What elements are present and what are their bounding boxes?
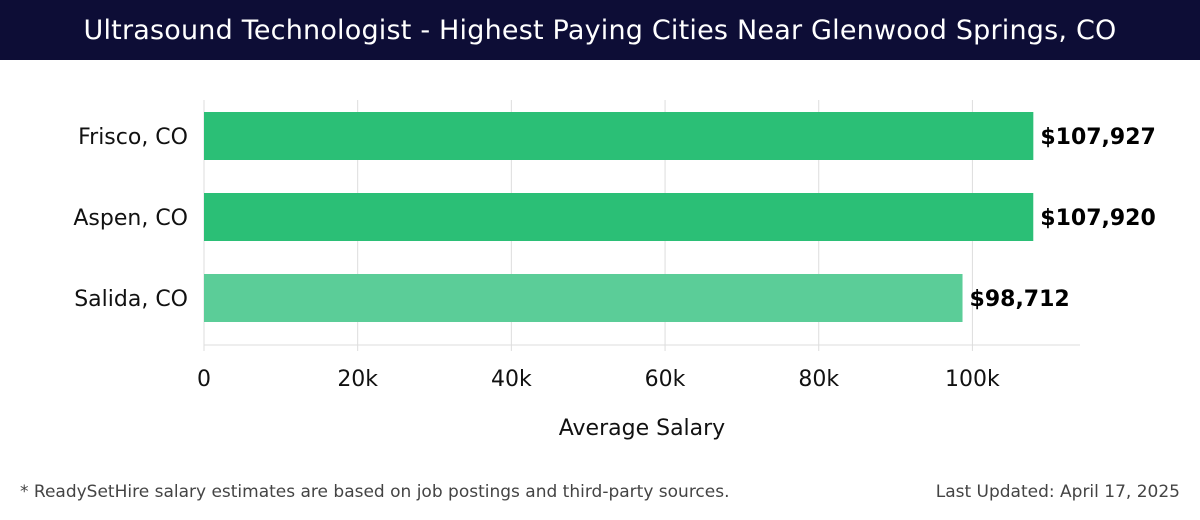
x-axis-title: Average Salary	[559, 416, 725, 441]
x-tick-label: 20k	[337, 367, 378, 392]
footer-note: * ReadySetHire salary estimates are base…	[20, 482, 730, 502]
value-label: $107,920	[1040, 206, 1156, 231]
bar	[204, 274, 963, 322]
category-label: Salida, CO	[74, 287, 188, 312]
last-updated: Last Updated: April 17, 2025	[935, 482, 1180, 502]
salary-bar-chart: 0 20k 40k 60k 80k 100k Frisco, CO $107,927 Aspen…	[73, 100, 1156, 441]
value-label: $98,712	[970, 287, 1070, 312]
x-tick-label: 60k	[645, 367, 686, 392]
chart-title: Ultrasound Technologist - Highest Paying…	[83, 14, 1117, 46]
x-tick-label: 100k	[945, 367, 1000, 392]
x-tick-label: 80k	[798, 367, 839, 392]
bar	[204, 193, 1034, 241]
value-label: $107,927	[1040, 125, 1156, 150]
category-label: Aspen, CO	[73, 206, 188, 231]
category-label: Frisco, CO	[78, 125, 188, 150]
bar	[204, 112, 1034, 160]
x-tick-label: 0	[197, 367, 211, 392]
title-bar: Ultrasound Technologist - Highest Paying…	[0, 0, 1200, 60]
x-tick-label: 40k	[491, 367, 532, 392]
